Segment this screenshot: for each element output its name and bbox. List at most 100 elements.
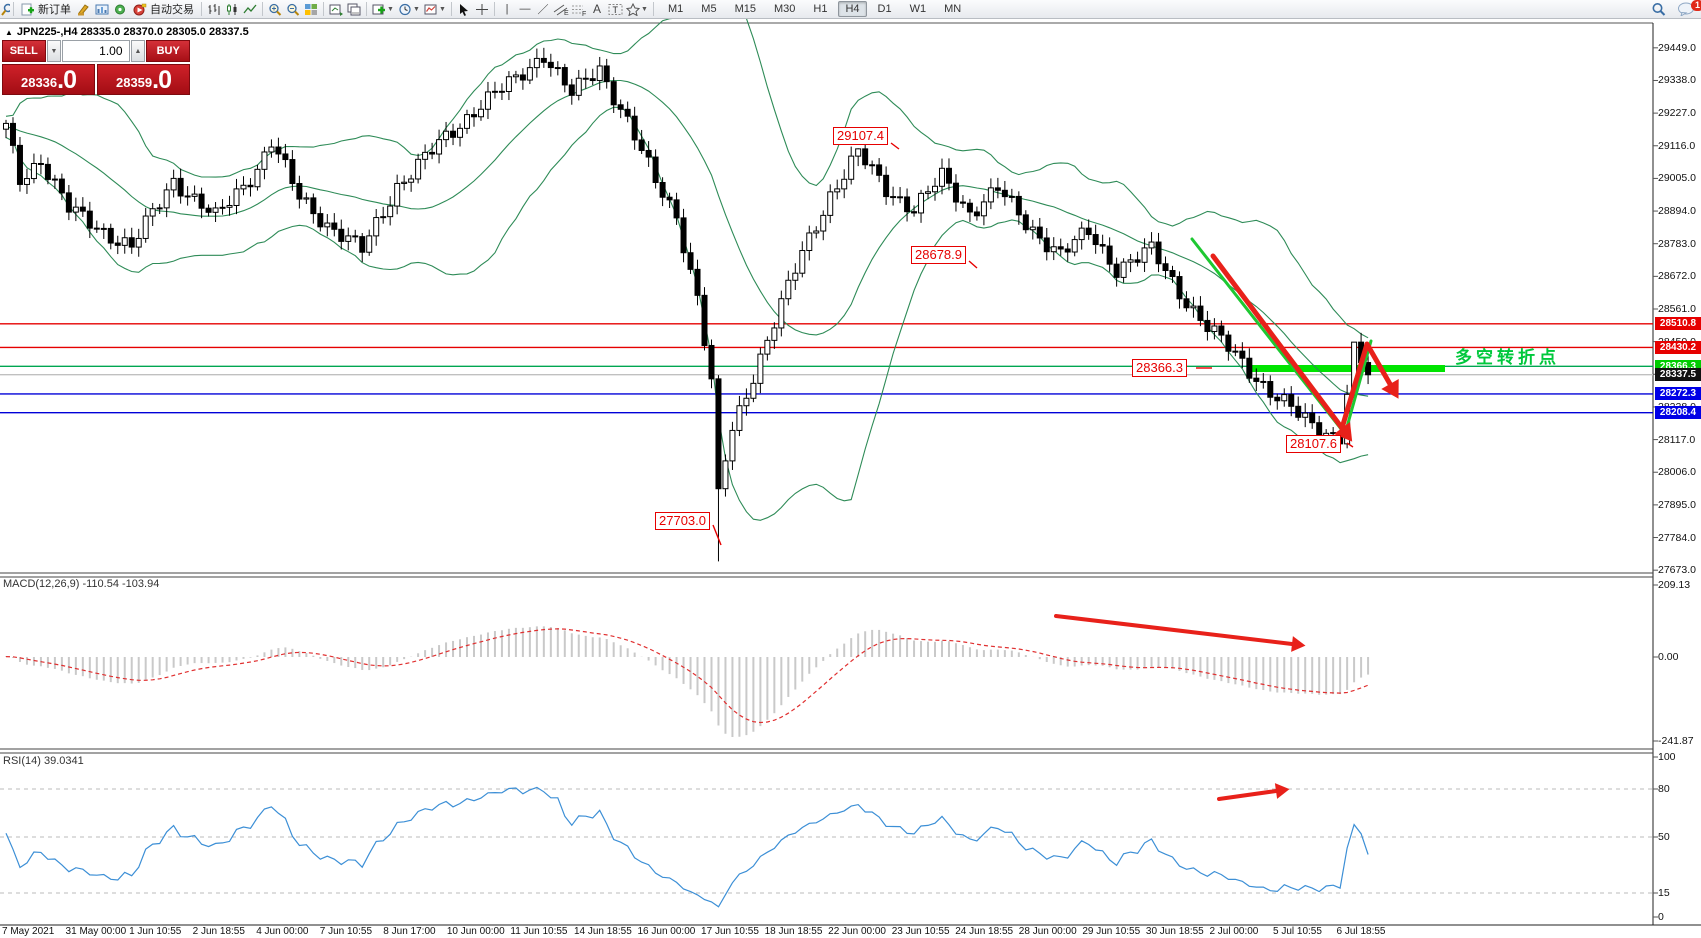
support-highlight-bar[interactable]	[1251, 365, 1445, 372]
arrow-shapes-button[interactable]: ▼	[624, 1, 650, 17]
volume-input[interactable]: 1.00	[62, 40, 130, 62]
macd-pane[interactable]	[0, 577, 1653, 745]
time-axis-label: 18 Jun 18:55	[764, 926, 823, 937]
y-axis-label: 28006.0	[1658, 466, 1696, 479]
bollinger-band-line	[5, 106, 1369, 521]
main-chart-pane[interactable]	[0, 23, 1653, 573]
rsi-axis-label: 0	[1658, 911, 1664, 923]
time-axis-label: 2 Jul 00:00	[1209, 926, 1259, 937]
zoom-out-icon[interactable]	[284, 1, 302, 17]
text-label-button[interactable]: T	[606, 1, 624, 17]
trendline-button[interactable]: ／	[537, 4, 549, 16]
fibonacci-button[interactable]: F	[570, 1, 588, 17]
notification-badge: 1	[1690, 0, 1701, 11]
tile-windows-icon[interactable]	[302, 1, 320, 17]
timeframe-button-M5[interactable]: M5	[701, 3, 717, 15]
sell-price[interactable]: 28336.0	[2, 64, 95, 95]
time-axis-label: 24 Jun 18:55	[955, 926, 1014, 937]
candlestick-series	[3, 47, 1372, 562]
price-callout[interactable]: 28107.6	[1286, 435, 1341, 453]
trend-arrow[interactable]	[1210, 253, 1353, 442]
timeframe-button-M1[interactable]: M1	[668, 3, 684, 15]
y-axis-label: 29449.0	[1658, 41, 1696, 54]
y-axis-label: 28117.0	[1658, 433, 1696, 446]
crosshair-button[interactable]	[473, 1, 491, 17]
cascade-icon[interactable]	[345, 1, 363, 17]
equidistant-channel-button[interactable]: E	[552, 1, 570, 17]
rsi-pane[interactable]	[0, 753, 1653, 919]
price-tag: 28430.2	[1655, 340, 1701, 354]
volume-decrease-button[interactable]: ▼	[46, 40, 62, 62]
timeframe-button-H1[interactable]: H1	[813, 3, 828, 15]
auto-trading-label: 自动交易	[150, 4, 194, 16]
bar-chart-icon[interactable]	[205, 1, 223, 17]
signals-icon[interactable]	[111, 1, 129, 17]
rsi-line	[5, 786, 1369, 908]
y-axis-label: 28783.0	[1658, 237, 1696, 250]
cursor-button[interactable]	[455, 1, 473, 17]
turning-point-annotation[interactable]: 多空转折点	[1455, 348, 1560, 367]
bollinger-band-line	[5, 79, 1369, 397]
market-watch-icon[interactable]	[93, 1, 111, 17]
text-button[interactable]: A	[592, 2, 601, 16]
time-axis-label: 28 Jun 00:00	[1018, 926, 1077, 937]
y-axis-label: 28894.0	[1658, 205, 1696, 218]
divider	[451, 2, 452, 16]
time-axis-label: 17 Jun 10:55	[701, 926, 759, 937]
toolbar: 新订单 自动交易	[0, 0, 1701, 19]
divider	[13, 2, 14, 16]
trend-arrow[interactable]	[1217, 783, 1290, 801]
y-axis-label: 28672.0	[1658, 270, 1696, 283]
price-tag: 28337.5	[1655, 368, 1701, 382]
trend-arrow[interactable]	[1054, 614, 1306, 652]
line-chart-icon[interactable]	[241, 1, 259, 17]
buy-button[interactable]: BUY	[146, 40, 190, 62]
price-callout[interactable]: 28366.3	[1132, 359, 1187, 377]
timeframe-button-H4[interactable]: H4	[838, 1, 867, 17]
timeframe-button-MN[interactable]: MN	[944, 3, 962, 15]
horizontal-line-button[interactable]: —	[519, 3, 531, 15]
price-tag: 28272.3	[1655, 387, 1701, 401]
panel-toggle-icon[interactable]: ▲	[5, 27, 13, 37]
vertical-line-button[interactable]: |	[505, 3, 509, 15]
time-axis-label: 1 Jun 10:55	[129, 926, 182, 937]
sell-button[interactable]: SELL	[2, 40, 46, 62]
search-icon-clipped[interactable]	[0, 1, 10, 17]
timeframe-button-W1[interactable]: W1	[909, 3, 927, 15]
symbol-title-text: JPN225-,H4 28335.0 28370.0 28305.0 28337…	[16, 26, 249, 38]
add-indicator-button[interactable]: ▼	[370, 1, 396, 17]
styler-icon[interactable]	[75, 1, 93, 17]
volume-increase-button[interactable]: ▲	[130, 40, 146, 62]
price-callout[interactable]: 28678.9	[911, 246, 966, 264]
rsi-axis-label: 15	[1658, 887, 1670, 899]
one-click-trading-panel: SELL ▼ 1.00 ▲ BUY 28336.0 28359.0	[2, 40, 190, 95]
search-icon[interactable]	[1649, 1, 1667, 17]
timeframe-button-M15[interactable]: M15	[734, 3, 756, 15]
trend-arrow[interactable]	[1339, 341, 1399, 431]
notifications-icon[interactable]: 1	[1675, 0, 1701, 17]
zoom-in-icon[interactable]	[266, 1, 284, 17]
price-callout[interactable]: 29107.4	[833, 127, 888, 145]
time-scale[interactable]	[0, 925, 1653, 938]
auto-arrange-icon[interactable]	[327, 1, 345, 17]
time-axis-label: 8 Jun 17:00	[383, 926, 436, 937]
candlestick-chart-icon[interactable]	[223, 1, 241, 17]
timeframe-button-M30[interactable]: M30	[773, 3, 796, 15]
new-order-button[interactable]: 新订单	[17, 1, 75, 17]
time-axis-label: 6 Jul 18:55	[1336, 926, 1386, 937]
y-axis-label: 28561.0	[1658, 303, 1696, 315]
price-callout[interactable]: 27703.0	[655, 512, 710, 530]
rsi-axis-label: 100	[1658, 751, 1676, 763]
rsi-label: RSI(14) 39.0341	[3, 755, 84, 767]
timeframe-button-D1[interactable]: D1	[877, 3, 892, 15]
svg-text:F: F	[582, 11, 586, 16]
divider	[366, 2, 367, 16]
auto-trading-button[interactable]: 自动交易	[129, 1, 198, 17]
y-axis-label: 27784.0	[1658, 531, 1696, 544]
macd-axis-label: -241.87	[1658, 735, 1694, 747]
templates-button[interactable]: ▼	[422, 1, 448, 17]
divider	[323, 2, 324, 16]
buy-price[interactable]: 28359.0	[97, 64, 190, 95]
periods-clock-button[interactable]: ▼	[396, 1, 422, 17]
